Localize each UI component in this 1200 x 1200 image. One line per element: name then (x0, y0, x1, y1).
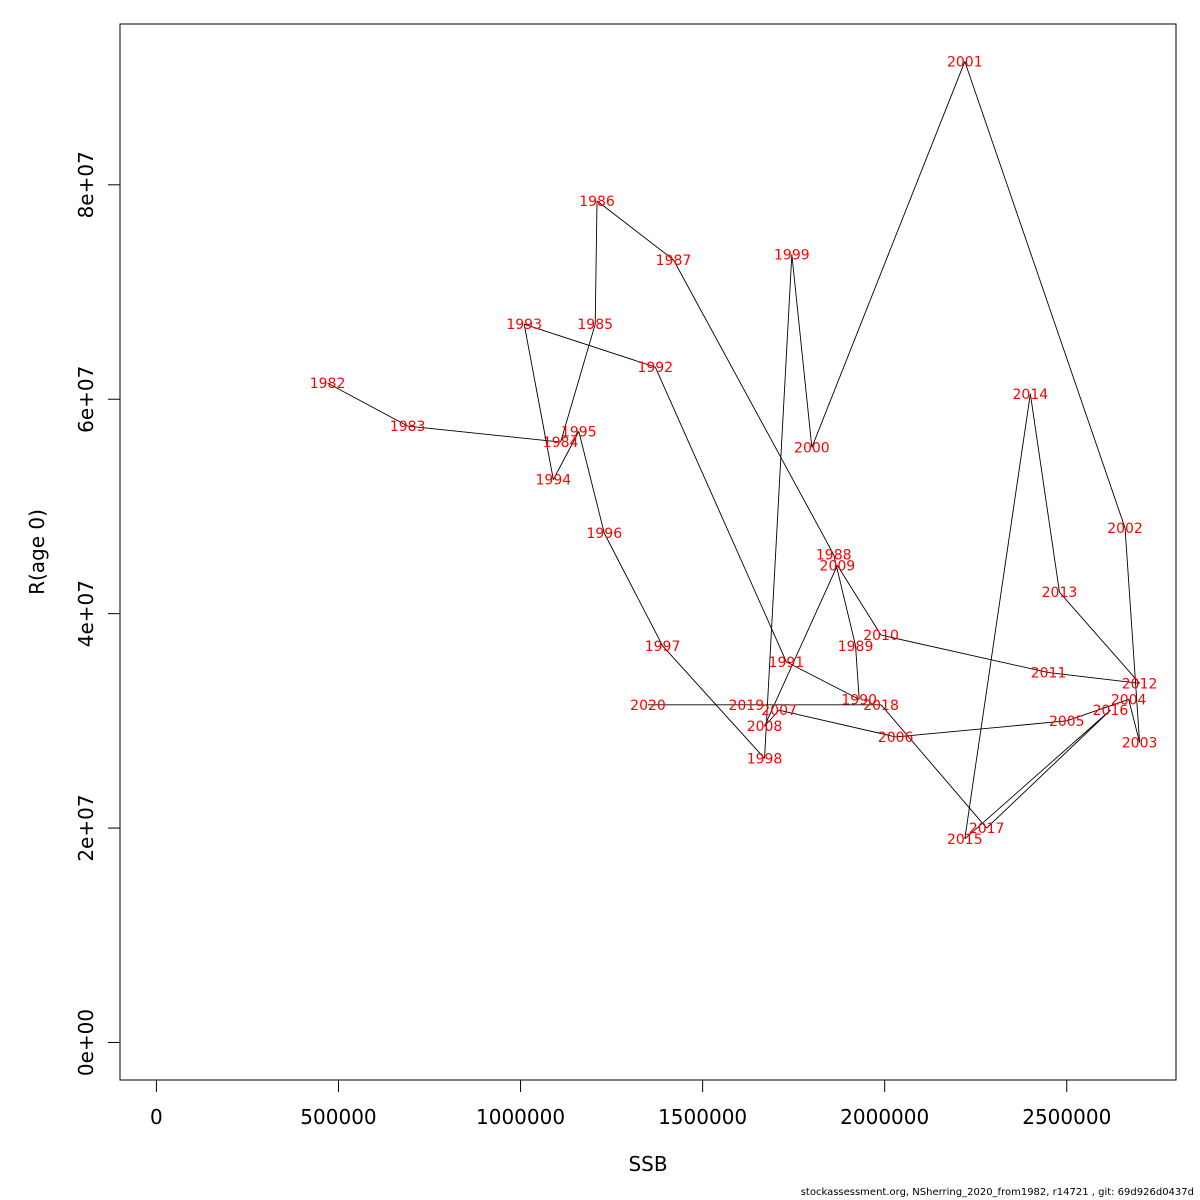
path-segment (327, 382, 408, 427)
path-segment (764, 254, 793, 759)
year-label-2013: 2013 (1042, 585, 1078, 601)
path-segment (786, 661, 860, 700)
year-label-1994: 1994 (536, 473, 572, 489)
year-label-2020: 2020 (630, 698, 666, 714)
year-label-2014: 2014 (1013, 387, 1049, 403)
path-segment (833, 554, 856, 646)
year-label-1992: 1992 (637, 360, 673, 376)
path-segment (594, 200, 598, 325)
recruitment-path (327, 61, 1141, 840)
path-segment (964, 61, 1126, 529)
year-label-2001: 2001 (947, 55, 983, 71)
path-segment (791, 254, 813, 448)
year-label-2012: 2012 (1122, 676, 1158, 692)
year-label-2002: 2002 (1107, 521, 1143, 537)
y-axis: 0e+00 2e+07 4e+07 6e+07 8e+07 (74, 151, 121, 1076)
y-tick-label: 2e+07 (74, 794, 98, 861)
plot-frame (119, 23, 1177, 1081)
year-label-1991: 1991 (769, 655, 805, 671)
x-tick-label: 2000000 (840, 1105, 929, 1129)
year-label-1999: 1999 (774, 247, 810, 263)
year-label-2006: 2006 (878, 730, 914, 746)
path-segment (964, 393, 1031, 839)
y-axis-title: R(age 0) (25, 509, 49, 595)
path-segment (986, 709, 1111, 829)
year-label-1984: 1984 (543, 435, 579, 451)
year-label-2015: 2015 (947, 832, 983, 848)
x-axis: 0 500000 1000000 1500000 2000000 2500000 (150, 1079, 1111, 1129)
year-label-2005: 2005 (1049, 714, 1085, 730)
year-label-1995: 1995 (561, 424, 597, 440)
year-label-2011: 2011 (1031, 666, 1067, 682)
year-label-1993: 1993 (506, 317, 542, 333)
path-segment (1048, 672, 1140, 684)
path-segment (578, 431, 605, 534)
y-tick-label: 6e+07 (74, 366, 98, 433)
year-label-2018: 2018 (863, 698, 899, 714)
path-segment (603, 533, 663, 647)
path-segment (1066, 698, 1129, 722)
path-segment (778, 709, 896, 738)
path-segment (811, 61, 966, 448)
path-segment (1124, 527, 1141, 743)
x-tick-label: 500000 (300, 1105, 376, 1129)
path-segment (836, 565, 882, 636)
path-segment (855, 645, 860, 700)
path-segment (560, 324, 596, 443)
year-label-2019: 2019 (728, 698, 764, 714)
path-segment (552, 431, 580, 480)
path-segment (964, 709, 1111, 840)
path-segment (524, 323, 656, 368)
path-segment (596, 200, 674, 261)
x-tick-label: 1500000 (658, 1105, 747, 1129)
year-label-1988: 1988 (816, 548, 852, 564)
path-segment (764, 565, 838, 727)
year-label-2017: 2017 (969, 821, 1005, 837)
path-segment (523, 324, 554, 480)
year-label-1987: 1987 (656, 253, 692, 269)
year-label-1990: 1990 (841, 692, 877, 708)
year-label-1996: 1996 (586, 526, 622, 542)
year-label-1989: 1989 (838, 639, 874, 655)
path-segment (654, 366, 787, 663)
y-tick-label: 4e+07 (74, 580, 98, 647)
x-tick-label: 2500000 (1022, 1105, 1111, 1129)
x-axis-title: SSB (628, 1152, 667, 1176)
year-labels: 1982 1983 1984 1985 1986 1987 1988 1989 1990 1991… (310, 55, 1158, 848)
path-segment (662, 645, 765, 759)
footer-credit: stockassessment.org, NSherring_2020_from… (800, 1187, 1194, 1198)
year-label-2007: 2007 (761, 703, 797, 719)
y-tick-label: 8e+07 (74, 151, 98, 218)
path-segment (1029, 393, 1060, 593)
year-label-2016: 2016 (1093, 703, 1129, 719)
year-label-1985: 1985 (577, 317, 613, 333)
year-label-2003: 2003 (1122, 735, 1158, 751)
year-label-2008: 2008 (747, 719, 783, 735)
year-label-1986: 1986 (579, 194, 615, 210)
year-label-2004: 2004 (1111, 692, 1147, 708)
year-label-1997: 1997 (645, 639, 681, 655)
x-tick-label: 1000000 (476, 1105, 565, 1129)
path-segment (1128, 699, 1141, 743)
y-tick-label: 0e+00 (74, 1009, 98, 1076)
path-segment (1059, 591, 1140, 684)
year-label-2000: 2000 (794, 440, 830, 456)
path-segment (880, 634, 1049, 674)
path-segment (880, 704, 987, 829)
path-segment (407, 425, 561, 443)
path-segment (764, 709, 780, 727)
year-label-1983: 1983 (390, 419, 426, 435)
x-tick-label: 0 (150, 1105, 163, 1129)
year-label-1982: 1982 (310, 376, 346, 392)
year-label-1998: 1998 (747, 751, 783, 767)
year-label-2010: 2010 (863, 628, 899, 644)
year-label-2009: 2009 (820, 558, 856, 574)
path-segment (673, 259, 835, 555)
